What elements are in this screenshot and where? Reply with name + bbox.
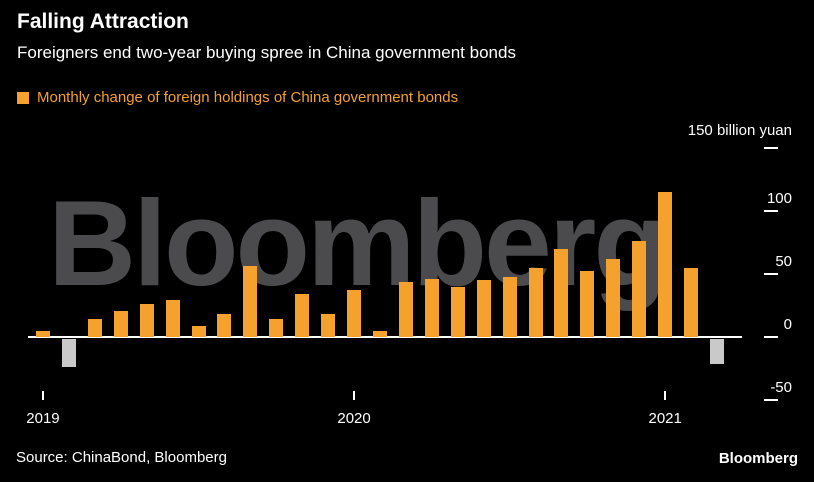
y-tick-label-50: 50 [775,253,792,270]
bloomberg-logo: Bloomberg [718,450,798,467]
x-tick-dash-2021 [664,391,667,400]
x-tick-label-2021: 2021 [648,410,682,427]
bar-2019-03 [87,319,102,337]
y-tick-dash-50 [764,273,778,275]
bar-2019-11 [295,294,310,337]
zero-axis-line [28,336,742,338]
y-tick-label-0: 0 [783,316,792,333]
x-tick-dash-2020 [353,391,356,400]
bar-2019-05 [139,304,154,337]
bar-2019-06 [165,300,180,337]
chart-subtitle: Foreigners end two-year buying spree in … [17,43,516,62]
bar-2020-07 [502,276,517,337]
y-tick-dash-150 [764,147,778,149]
y-tick-label-100: 100 [766,190,792,207]
bar-2020-10 [580,271,595,337]
bar-2020-04 [424,279,439,337]
bar-2021-02 [684,267,699,337]
bar-2019-02 [61,339,76,367]
bar-2020-12 [632,241,647,337]
bar-2020-08 [528,267,543,337]
source-text: Source: ChinaBond, Bloomberg [16,449,227,466]
bar-2020-09 [554,248,569,337]
bar-2020-06 [476,280,491,337]
bar-2019-12 [321,314,336,337]
bar-2019-07 [191,325,206,337]
bar-2019-08 [217,314,232,337]
y-tick-dash-0 [764,336,778,338]
bar-2019-09 [243,266,258,337]
bar-2020-05 [450,286,465,337]
y-tick-dash-100 [764,210,778,212]
bar-2021-01 [658,192,673,337]
bar-2019-01 [35,330,50,337]
y-tick-label--50: -50 [770,379,792,396]
legend-swatch-icon [17,91,29,104]
bar-2020-03 [398,281,413,337]
bar-2020-02 [373,330,387,337]
legend-label: Monthly change of foreign holdings of Ch… [37,89,459,106]
y-tick-dash--50 [764,399,778,401]
x-tick-label-2019: 2019 [26,410,60,427]
chart-title: Falling Attraction [17,10,189,33]
y-axis-unit-label: 150 billion yuan [687,122,792,139]
bar-2019-04 [113,310,128,337]
bar-2021-03 [710,339,725,365]
x-tick-dash-2019 [41,391,44,400]
bar-2020-01 [347,290,362,337]
x-tick-label-2020: 2020 [337,410,371,427]
legend: Monthly change of foreign holdings of Ch… [17,89,458,106]
bar-2020-11 [606,258,621,337]
bar-2019-10 [269,319,284,337]
